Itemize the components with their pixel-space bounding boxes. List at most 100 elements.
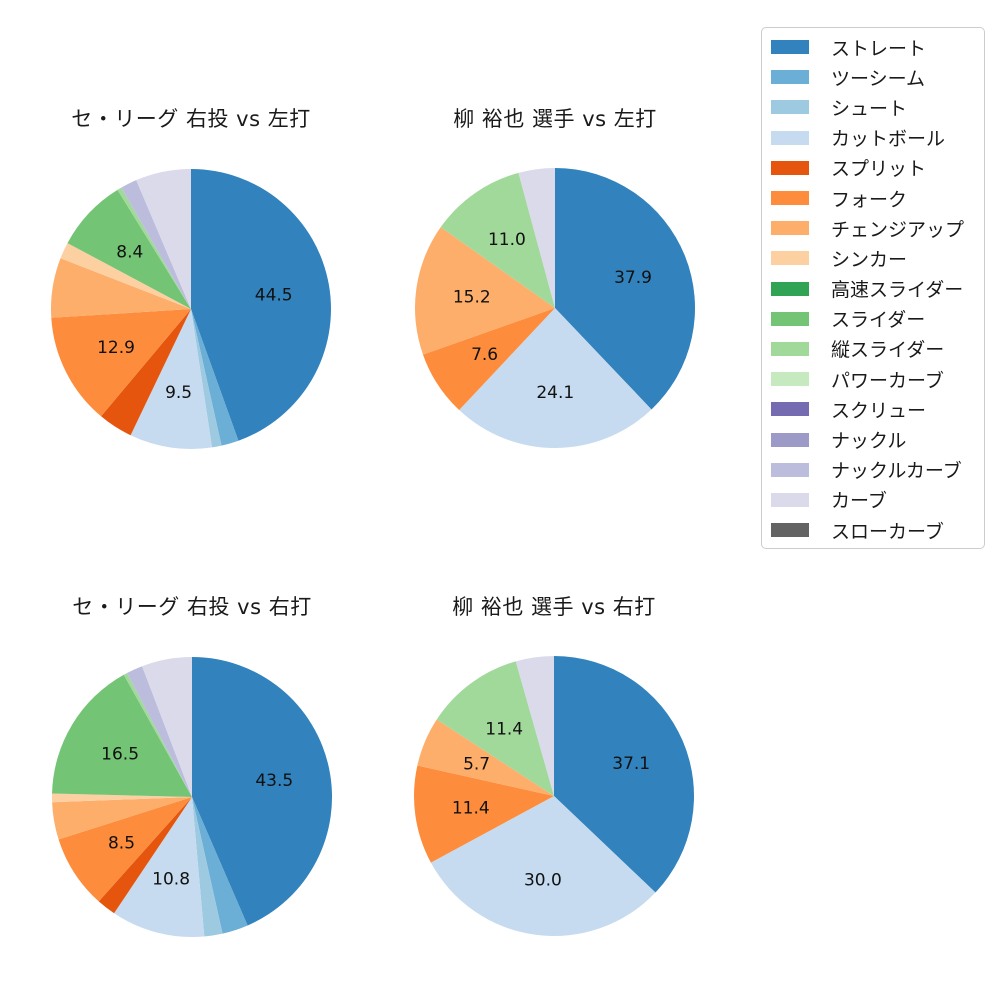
pie-yanagi-vs-rhb: 37.1 30.0 11.4 5.7 11.4 [414, 656, 695, 936]
pie-slice-スライダー [52, 674, 192, 797]
legend-item-label: スクリュー [831, 399, 927, 422]
legend-swatch [771, 402, 809, 417]
pie-slice-ツーシーム [192, 797, 248, 934]
legend-item: シンカー [771, 243, 984, 273]
pie-slice-label-ストレート: 44.5 [255, 286, 293, 306]
legend-item: スライダー [771, 304, 984, 334]
pie-slice-カットボール [430, 796, 656, 936]
pie-slice-カットボール [459, 308, 652, 449]
legend-swatch [771, 70, 809, 85]
pie-slice-フォーク [51, 309, 191, 417]
pie-slice-label-縦スライダー: 11.4 [485, 719, 523, 739]
legend-swatch [771, 130, 809, 145]
legend-list: ストレートツーシームシュートカットボール スプリットフォークチェンジアップ シンカー… [771, 32, 984, 545]
chart-title-yanagi-vs-rhb: 柳 裕也 選手 vs 右打 [452, 595, 656, 619]
pie-slice-ナックルカーブ [126, 666, 192, 797]
legend-item: カットボール [771, 123, 984, 153]
pie-slice-label-フォーク: 12.9 [97, 338, 135, 358]
legend-item: スローカーブ [771, 515, 984, 545]
pie-slice-label-カットボール: 9.5 [165, 383, 192, 403]
pie-slice-label-フォーク: 7.6 [471, 345, 498, 365]
legend-item-label: ナックル [831, 430, 907, 453]
pie-slice-カーブ [136, 169, 191, 309]
pie-slice-チェンジアップ [52, 797, 192, 840]
pie-slice-カットボール [114, 797, 205, 938]
legend-item: ツーシーム [771, 62, 984, 92]
pie-slice-label-ストレート: 37.9 [614, 268, 652, 288]
legend-swatch [771, 281, 809, 296]
pie-league-right-vs-rhb: 43.5 10.8 8.5 16.5 [51, 657, 333, 938]
pie-slice-フォーク [414, 765, 554, 863]
legend-item: 高速スライダー [771, 274, 984, 304]
pie-slice-カーブ [142, 657, 192, 797]
legend-swatch [771, 341, 809, 356]
pie-slice-縦スライダー [440, 172, 555, 308]
legend-swatch [771, 251, 809, 266]
legend-item-label: チェンジアップ [831, 218, 965, 241]
pie-slice-縦スライダー [117, 187, 191, 309]
pie-slice-ストレート [192, 657, 333, 926]
pie-slice-ストレート [554, 656, 695, 893]
chart-title-league-right-vs-rhb: セ・リーグ 右投 vs 右打 [72, 595, 312, 619]
legend-swatch [771, 462, 809, 477]
legend-item: シュート [771, 92, 984, 122]
legend-item-label: パワーカーブ [831, 369, 944, 392]
legend-swatch [771, 311, 809, 326]
pie-yanagi-vs-lhb: 37.9 24.1 7.6 15.2 11.0 [414, 168, 696, 449]
legend-item-label: カットボール [831, 128, 946, 151]
pie-slice-ツーシーム [191, 309, 239, 446]
legend-item: ナックルカーブ [771, 455, 984, 485]
legend-swatch [771, 221, 809, 236]
pie-slice-カットボール [130, 309, 213, 449]
pie-slice-シュート [191, 309, 222, 448]
pie-slice-label-スライダー: 16.5 [101, 745, 139, 765]
legend-item: チェンジアップ [771, 213, 984, 243]
pie-slice-チェンジアップ [51, 258, 191, 318]
pie-slice-チェンジアップ [414, 227, 555, 355]
pie-slice-スプリット [101, 309, 191, 436]
legend-swatch [771, 160, 809, 175]
pie-slice-シンカー [51, 793, 192, 803]
legend-item-label: スローカーブ [831, 520, 944, 543]
legend-item-label: シュート [831, 97, 908, 120]
legend-swatch [771, 523, 809, 538]
pie-slice-ストレート [555, 168, 696, 410]
pie-slice-label-フォーク: 11.4 [452, 799, 490, 819]
pie-slice-フォーク [58, 797, 192, 902]
legend-swatch [771, 372, 809, 387]
legend: ストレートツーシームシュートカットボール スプリットフォークチェンジアップ シンカー… [761, 27, 985, 549]
legend-item-label: スプリット [831, 158, 927, 181]
pie-slice-label-縦スライダー: 11.0 [488, 230, 526, 250]
pie-slice-縦スライダー [123, 673, 192, 797]
pie-slice-カーブ [515, 656, 554, 796]
pie-slice-label-カットボール: 10.8 [152, 869, 190, 889]
legend-item: フォーク [771, 183, 984, 213]
pie-slice-スプリット [98, 797, 192, 914]
legend-item-label: 高速スライダー [831, 279, 964, 302]
chart-title-league-right-vs-lhb: セ・リーグ 右投 vs 左打 [71, 107, 311, 131]
legend-item: スプリット [771, 153, 984, 183]
legend-item: 縦スライダー [771, 334, 984, 364]
pie-slice-label-チェンジアップ: 15.2 [453, 287, 491, 307]
legend-item-label: カーブ [831, 490, 887, 513]
pie-slice-スライダー [67, 189, 191, 309]
pie-slice-縦スライダー [436, 661, 554, 796]
legend-item: スクリュー [771, 394, 984, 424]
legend-item-label: ストレート [831, 37, 927, 60]
legend-item: パワーカーブ [771, 364, 984, 394]
pie-slice-ストレート [191, 169, 331, 441]
pie-slice-ナックルカーブ [121, 180, 191, 309]
legend-item: ストレート [771, 32, 984, 62]
pie-slice-label-ストレート: 37.1 [612, 754, 650, 774]
pie-slice-シンカー [60, 243, 191, 309]
legend-swatch [771, 100, 809, 115]
pie-slice-label-カットボール: 30.0 [524, 870, 562, 890]
legend-item-label: ツーシーム [831, 67, 926, 90]
legend-item-label: シンカー [831, 248, 908, 271]
pie-slice-label-フォーク: 8.5 [108, 834, 135, 854]
legend-item-label: フォーク [831, 188, 908, 211]
pie-slice-シュート [192, 797, 223, 937]
legend-item: カーブ [771, 485, 984, 515]
legend-swatch [771, 492, 809, 507]
